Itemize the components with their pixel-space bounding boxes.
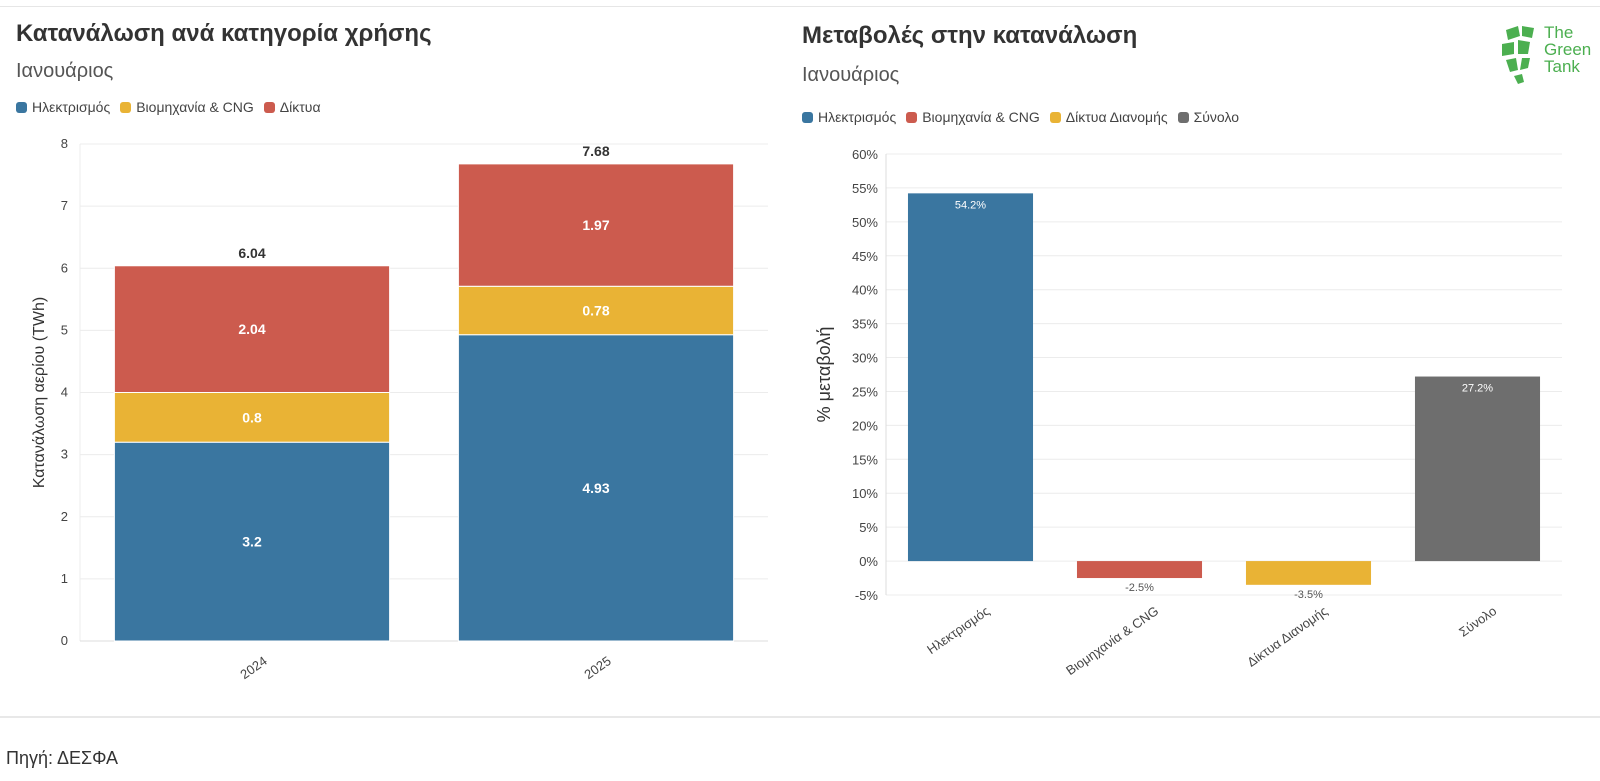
legend-swatch <box>263 101 275 113</box>
y-tick-label: 40% <box>852 283 878 298</box>
legend-swatch <box>1177 111 1189 123</box>
y-axis-title: % μεταβολή <box>814 327 834 423</box>
y-tick-label: 3 <box>61 447 68 462</box>
bar <box>1076 561 1203 579</box>
y-tick-label: 7 <box>61 198 68 213</box>
legend-swatch <box>16 101 27 113</box>
legend-swatch <box>120 101 132 113</box>
segment-value-label: 3.2 <box>242 534 262 550</box>
segment-value-label: 2.04 <box>238 321 265 337</box>
bar-segment <box>457 163 735 287</box>
y-tick-label: 35% <box>852 317 878 332</box>
y-tick-label: 1 <box>61 571 68 586</box>
right-legend-item: Σύνολο <box>1177 109 1240 125</box>
legend-label: Ηλεκτρισμός <box>32 99 111 115</box>
y-tick-label: 15% <box>852 452 878 467</box>
y-tick-label: 25% <box>852 384 878 399</box>
legend-swatch <box>1049 111 1061 123</box>
bar-value-label: -2.5% <box>1125 582 1154 594</box>
y-tick-label: 6 <box>61 260 68 275</box>
logo-wordmark: The Green Tank <box>1544 24 1591 75</box>
footer-divider <box>0 716 1600 718</box>
bar-segment <box>457 285 735 336</box>
y-tick-label: 0 <box>61 633 68 648</box>
left-chart-subtitle: Ιανουάριος <box>16 60 114 82</box>
bar <box>1245 561 1372 585</box>
legend-label: Ηλεκτρισμός <box>818 109 897 125</box>
y-tick-label: 4 <box>61 385 68 400</box>
the-green-tank-logo: The Green Tank <box>1500 24 1596 90</box>
y-tick-label: 30% <box>852 351 878 366</box>
right-chart-title: Μεταβολές στην κατανάλωση <box>802 22 1138 49</box>
y-tick-label: 45% <box>852 249 878 264</box>
logo-line-2: Green <box>1544 40 1592 59</box>
legend-swatch <box>802 111 813 123</box>
bar-segment <box>113 441 391 642</box>
bar <box>907 193 1034 562</box>
stacked-bar-chart: 0 1 2 3 4 5 6 7 8 Κατανάλωση αερίου (TWh) 3.2 0.8 2.… <box>31 136 768 682</box>
x-tick-label: Δίκτυα Διανομής <box>1244 603 1330 670</box>
right-legend-item: Δίκτυα Διανομής <box>1049 109 1168 125</box>
legend-label: Δίκτυα <box>279 99 321 115</box>
y-tick-label: 0% <box>859 554 878 569</box>
y-tick-label: 5% <box>859 520 878 535</box>
percent-change-bar-chart: -5% 0% 5% 10% 15% 20% 25% 30% 35% 40% 45% 50% 55% 60%… <box>814 147 1562 678</box>
y-tick-label: -5% <box>855 588 879 603</box>
bar-segment <box>113 392 391 443</box>
right-chart-subtitle: Ιανουάριος <box>802 64 900 86</box>
y-tick-label: 55% <box>852 181 878 196</box>
left-legend-item: Ηλεκτρισμός <box>16 99 110 115</box>
y-tick-label: 8 <box>61 136 68 151</box>
right-legend-item: Βιομηχανία & CNG <box>906 109 1040 125</box>
segment-value-label: 1.97 <box>582 217 609 233</box>
legend-label: Δίκτυα Διανομής <box>1065 109 1168 125</box>
y-tick-label: 10% <box>852 486 878 501</box>
right-legend-item: Ηλεκτρισμός <box>802 109 896 125</box>
source-note: Πηγή: ΔΕΣΦΑ <box>6 748 119 768</box>
x-tick-label: Βιομηχανία & CNG <box>1063 603 1161 678</box>
segment-value-label: 0.78 <box>582 302 609 318</box>
segment-value-label: 0.8 <box>242 409 262 425</box>
total-value-label: 7.68 <box>582 143 609 159</box>
logo-line-1: The <box>1544 23 1574 42</box>
left-chart-title: Κατανάλωση ανά κατηγορία χρήσης <box>16 20 432 47</box>
y-axis-title: Κατανάλωση αερίου (TWh) <box>31 297 48 488</box>
bar <box>1414 376 1541 562</box>
bar-value-label: -3.5% <box>1294 589 1323 601</box>
total-value-label: 6.04 <box>238 245 265 261</box>
left-legend-item: Βιομηχανία & CNG <box>120 99 254 115</box>
left-chart-legend: Ηλεκτρισμός Βιομηχανία & CNG Δίκτυα <box>16 99 331 115</box>
bar-value-label: 54.2% <box>955 199 986 211</box>
top-divider <box>0 6 1600 7</box>
x-tick-label: Σύνολο <box>1456 603 1499 639</box>
x-tick-label: Ηλεκτρισμός <box>924 603 992 657</box>
legend-label: Σύνολο <box>1193 109 1240 125</box>
left-legend-item: Δίκτυα <box>263 99 321 115</box>
leaf-grid-icon <box>1502 26 1534 84</box>
y-tick-label: 5 <box>61 322 68 337</box>
y-tick-label: 50% <box>852 215 878 230</box>
y-tick-label: 2 <box>61 509 68 524</box>
y-tick-label: 60% <box>852 147 878 162</box>
bar-segment <box>113 265 391 394</box>
segment-value-label: 4.93 <box>582 480 609 496</box>
right-chart-legend: Ηλεκτρισμός Βιομηχανία & CNG Δίκτυα Διανομ… <box>802 109 1249 125</box>
legend-label: Βιομηχανία & CNG <box>922 109 1040 125</box>
bar-segment <box>457 334 735 642</box>
legend-swatch <box>906 111 918 123</box>
bar-value-label: 27.2% <box>1462 383 1493 395</box>
logo-line-3: Tank <box>1544 57 1580 76</box>
y-tick-label: 20% <box>852 418 878 433</box>
legend-label: Βιομηχανία & CNG <box>136 99 254 115</box>
